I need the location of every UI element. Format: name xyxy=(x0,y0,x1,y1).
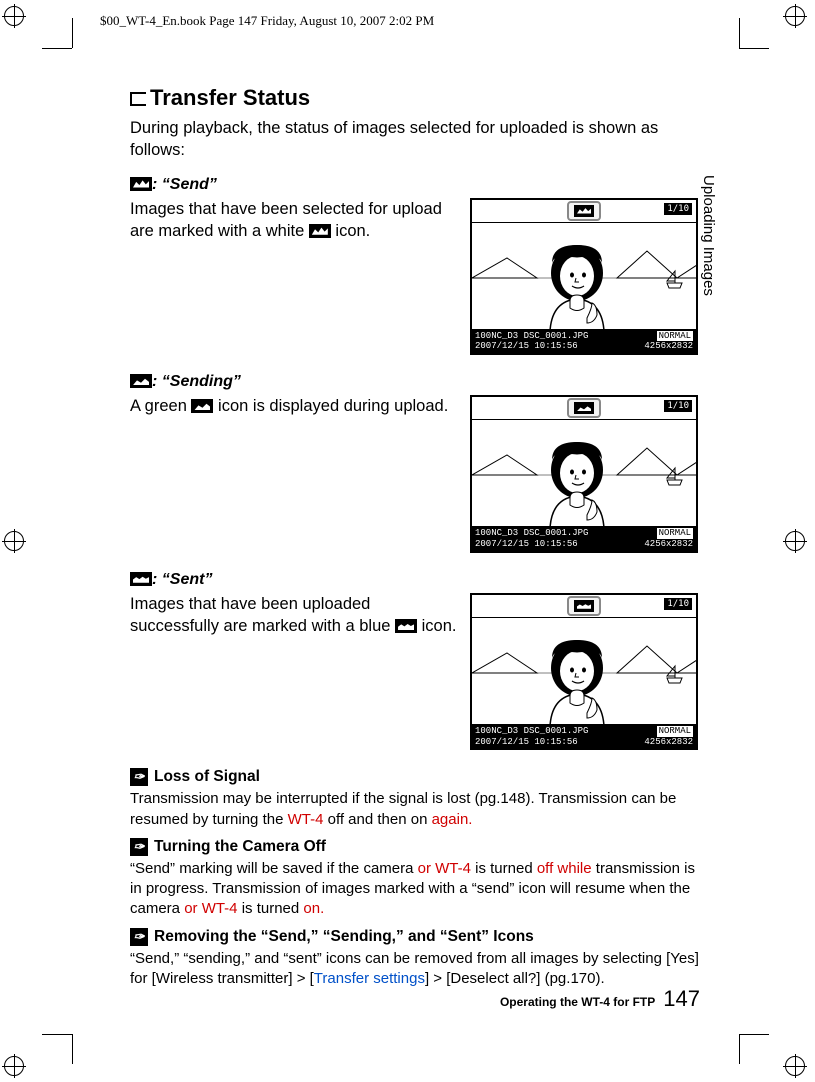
crop-corner-tr xyxy=(729,28,759,58)
intro-paragraph: During playback, the status of images se… xyxy=(130,117,700,162)
lcd-quality: NORMAL xyxy=(657,528,693,539)
lcd-dimensions: 4256x2832 xyxy=(644,341,693,352)
note-icon: ✑ xyxy=(130,768,148,786)
crop-corner-br xyxy=(729,1024,759,1054)
camera-lcd-preview: 1/10 100NC_D3 DSC_0001.JPG NORMAL 2007/12… xyxy=(470,395,698,553)
lcd-datetime: 2007/12/15 10:15:56 xyxy=(475,539,578,550)
lcd-scene xyxy=(472,419,696,527)
status-block: : “Sent” Images that have been uploaded … xyxy=(130,571,700,751)
note-heading: ✑ Turning the Camera Off xyxy=(130,838,700,856)
lcd-filename: 100NC_D3 DSC_0001.JPG xyxy=(475,528,588,539)
page-content: Transfer Status During playback, the sta… xyxy=(130,85,700,995)
lcd-status-icon xyxy=(567,596,601,616)
page-footer: Operating the WT-4 for FTP 147 xyxy=(130,986,700,1012)
status-icon xyxy=(130,177,152,191)
status-block: : “Send” Images that have been selected … xyxy=(130,176,700,356)
registration-mark-bl xyxy=(2,1054,26,1078)
lcd-dimensions: 4256x2832 xyxy=(644,737,693,748)
framemaker-stamp: $00_WT-4_En.book Page 147 Friday, August… xyxy=(100,13,434,29)
camera-lcd-preview: 1/10 100NC_D3 DSC_0001.JPG NORMAL 2007/12… xyxy=(470,198,698,356)
footer-label: Operating the WT-4 for FTP xyxy=(500,995,655,1009)
registration-mark-br xyxy=(783,1054,807,1078)
camera-lcd-preview: 1/10 100NC_D3 DSC_0001.JPG NORMAL 2007/12… xyxy=(470,593,698,751)
lcd-quality: NORMAL xyxy=(657,331,693,342)
note-block: ✑ Loss of Signal Transmission may be inte… xyxy=(130,768,700,830)
lcd-footer: 100NC_D3 DSC_0001.JPG NORMAL 2007/12/15 1… xyxy=(472,527,696,551)
status-block: : “Sending” A green icon is displayed du… xyxy=(130,373,700,553)
note-body: Transmission may be interrupted if the s… xyxy=(130,789,700,830)
lcd-status-icon xyxy=(567,201,601,221)
crop-corner-bl xyxy=(52,1024,82,1054)
status-label: : “Send” xyxy=(152,176,217,193)
inline-status-icon xyxy=(191,399,213,413)
lcd-image-count: 1/10 xyxy=(664,400,692,412)
registration-mark-mr xyxy=(783,529,807,553)
lcd-scene xyxy=(472,222,696,330)
note-block: ✑ Removing the “Send,” “Sending,” and “Se… xyxy=(130,928,700,990)
inline-status-icon xyxy=(395,619,417,633)
lcd-datetime: 2007/12/15 10:15:56 xyxy=(475,737,578,748)
lcd-header: 1/10 xyxy=(472,200,696,222)
lcd-header: 1/10 xyxy=(472,397,696,419)
status-heading: : “Send” xyxy=(130,176,700,194)
inline-status-icon xyxy=(309,224,331,238)
status-body: Images that have been uploaded successfu… xyxy=(130,593,460,638)
side-tab-label: Uploading Images xyxy=(700,175,717,296)
note-heading-text: Removing the “Send,” “Sending,” and “Sen… xyxy=(154,928,534,946)
lcd-image-count: 1/10 xyxy=(664,203,692,215)
note-body: “Send” marking will be saved if the came… xyxy=(130,859,700,920)
status-icon xyxy=(130,572,152,586)
page-title: Transfer Status xyxy=(130,85,700,111)
note-heading: ✑ Loss of Signal xyxy=(130,768,700,786)
lcd-header: 1/10 xyxy=(472,595,696,617)
lcd-filename: 100NC_D3 DSC_0001.JPG xyxy=(475,331,588,342)
lcd-footer: 100NC_D3 DSC_0001.JPG NORMAL 2007/12/15 1… xyxy=(472,725,696,749)
lcd-image-count: 1/10 xyxy=(664,598,692,610)
status-heading: : “Sending” xyxy=(130,373,700,391)
note-heading-text: Loss of Signal xyxy=(154,768,260,786)
page-title-text: Transfer Status xyxy=(150,85,310,110)
note-icon: ✑ xyxy=(130,928,148,946)
lcd-footer: 100NC_D3 DSC_0001.JPG NORMAL 2007/12/15 1… xyxy=(472,330,696,354)
note-icon: ✑ xyxy=(130,838,148,856)
lcd-filename: 100NC_D3 DSC_0001.JPG xyxy=(475,726,588,737)
status-label: : “Sending” xyxy=(152,373,241,390)
status-heading: : “Sent” xyxy=(130,571,700,589)
status-body: Images that have been selected for uploa… xyxy=(130,198,460,243)
note-block: ✑ Turning the Camera Off “Send” marking w… xyxy=(130,838,700,920)
registration-mark-tr xyxy=(783,4,807,28)
lcd-dimensions: 4256x2832 xyxy=(644,539,693,550)
title-bullet-icon xyxy=(130,92,146,106)
lcd-status-icon xyxy=(567,398,601,418)
lcd-quality: NORMAL xyxy=(657,726,693,737)
status-icon xyxy=(130,374,152,388)
lcd-scene xyxy=(472,617,696,725)
note-body: “Send,” “sending,” and “sent” icons can … xyxy=(130,949,700,990)
registration-mark-tl xyxy=(2,4,26,28)
status-label: : “Sent” xyxy=(152,571,212,588)
page-number: 147 xyxy=(663,986,700,1012)
lcd-datetime: 2007/12/15 10:15:56 xyxy=(475,341,578,352)
crop-corner-tl xyxy=(52,28,82,58)
note-heading-text: Turning the Camera Off xyxy=(154,838,326,856)
registration-mark-ml xyxy=(2,529,26,553)
status-body: A green icon is displayed during upload. xyxy=(130,395,460,417)
note-heading: ✑ Removing the “Send,” “Sending,” and “Se… xyxy=(130,928,700,946)
